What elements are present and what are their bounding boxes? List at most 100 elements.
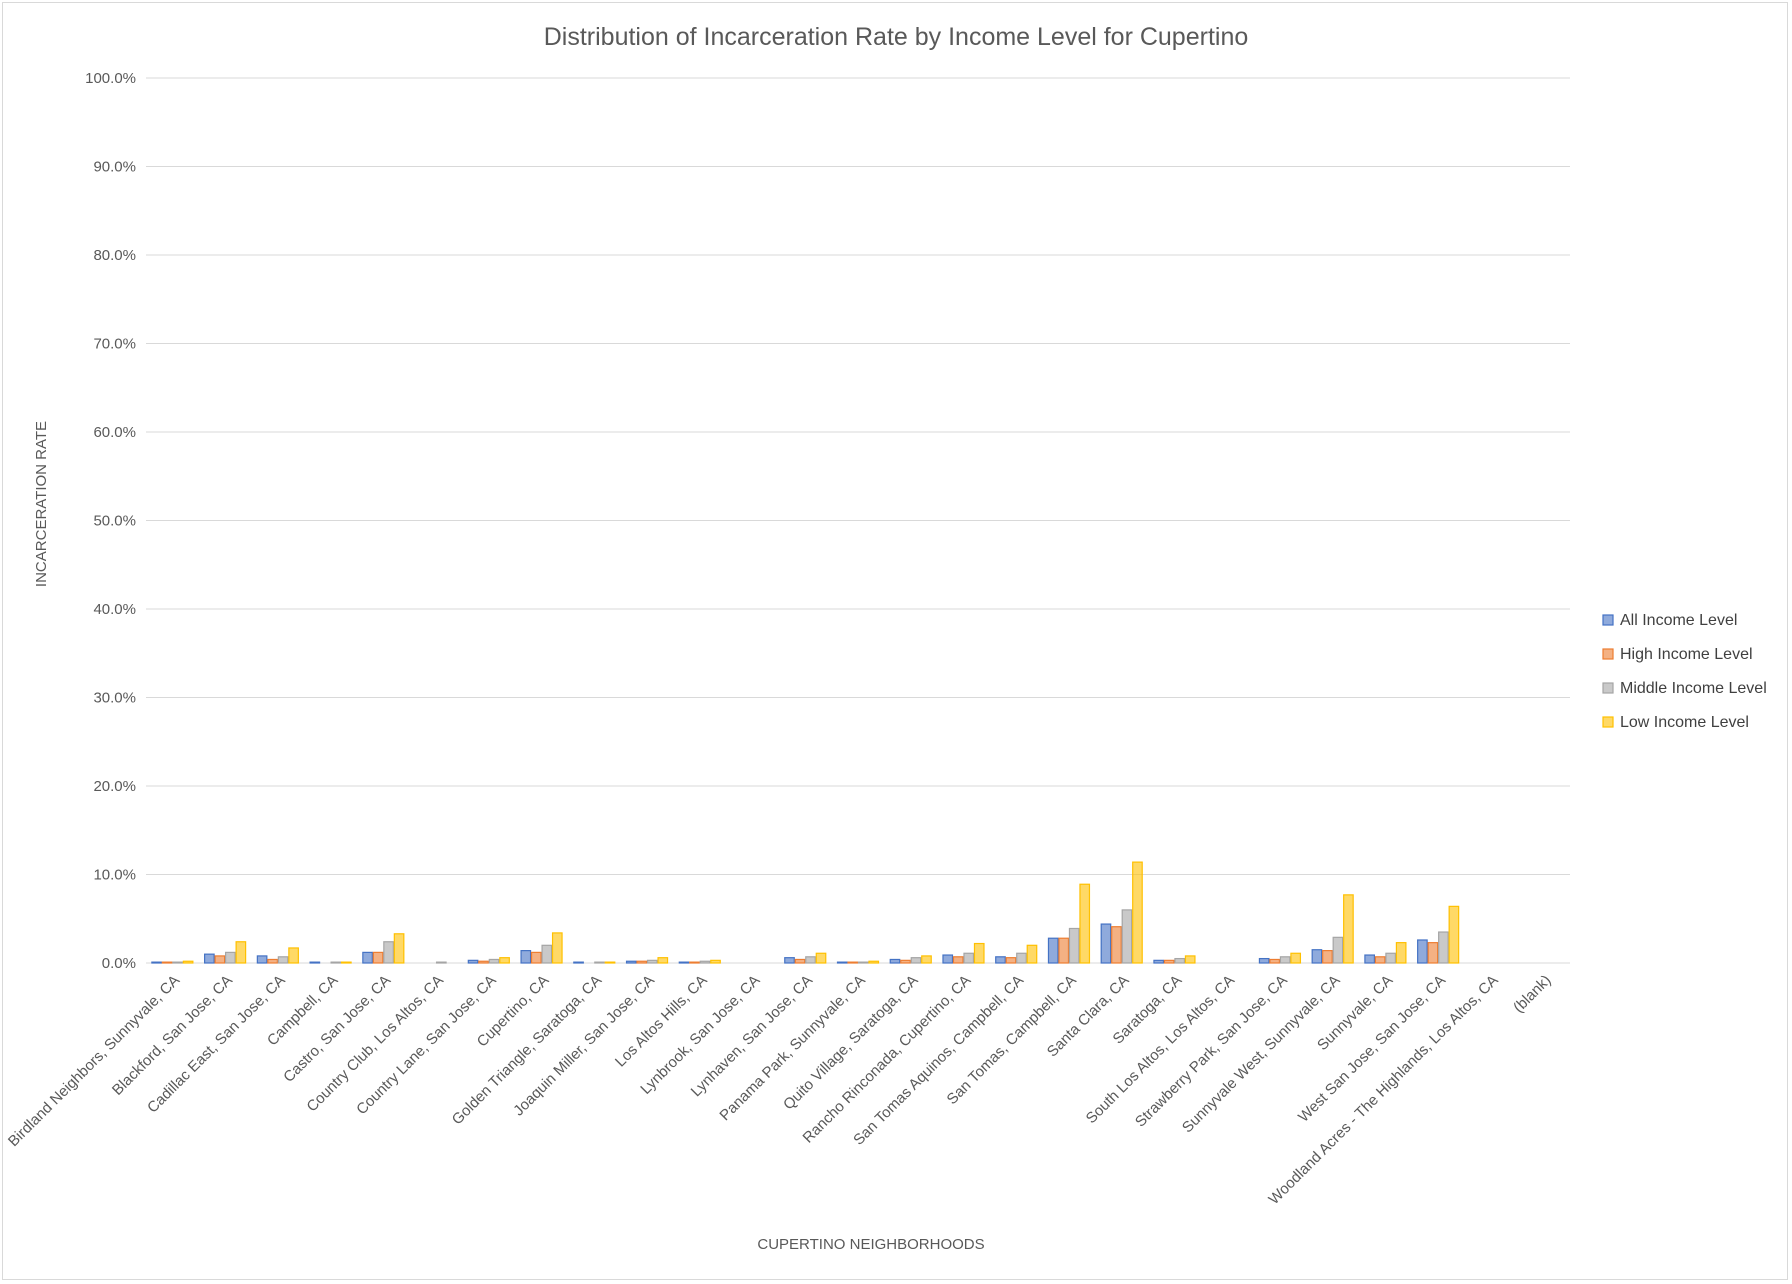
bar-middle-income-level: [435, 961, 447, 964]
bar-middle-income-level: [277, 956, 289, 964]
bar-all-income-level: [836, 961, 848, 964]
bar-high-income-level: [900, 959, 911, 964]
x-axis-title: CUPERTINO NEIGHBORHOODS: [757, 1236, 984, 1253]
y-tick-label: 60.0%: [93, 424, 136, 441]
bar-middle-income-level: [963, 952, 975, 964]
bar-low-income-level: [815, 952, 827, 964]
legend-label: All Income Level: [1620, 612, 1737, 629]
legend-label: High Income Level: [1620, 646, 1753, 663]
bar-middle-income-level: [488, 958, 500, 964]
bar-all-income-level: [1258, 957, 1270, 964]
bar-low-income-level: [1395, 942, 1407, 964]
y-tick-label: 100.0%: [85, 70, 136, 87]
bar-low-income-level: [710, 959, 721, 964]
bar-high-income-level: [372, 951, 384, 964]
bar-low-income-level: [1026, 944, 1038, 964]
bar-all-income-level: [256, 955, 268, 964]
bar-middle-income-level: [1068, 927, 1080, 964]
y-tick-label: 40.0%: [93, 601, 136, 618]
bar-high-income-level: [847, 961, 859, 964]
bar-low-income-level: [604, 961, 616, 964]
bar-high-income-level: [636, 960, 648, 964]
bar-low-income-level: [657, 957, 669, 964]
bar-all-income-level: [520, 950, 532, 964]
bar-all-income-level: [889, 958, 901, 964]
bar-high-income-level: [478, 960, 489, 964]
bar-high-income-level: [689, 961, 700, 964]
bar-middle-income-level: [172, 961, 183, 964]
bar-middle-income-level: [1438, 931, 1449, 964]
bar-chart: Distribution of Incarceration Rate by In…: [5, 23, 1767, 1253]
bar-low-income-level: [393, 933, 405, 964]
bar-all-income-level: [573, 961, 584, 964]
bar-middle-income-level: [1121, 909, 1133, 964]
bar-high-income-level: [1005, 957, 1017, 964]
y-tick-label: 20.0%: [93, 778, 136, 795]
bar-low-income-level: [973, 942, 985, 964]
bar-all-income-level: [1311, 949, 1323, 964]
bar-high-income-level: [1427, 942, 1439, 964]
bar-middle-income-level: [594, 961, 605, 964]
bar-all-income-level: [1364, 954, 1376, 964]
bar-middle-income-level: [1174, 957, 1186, 964]
bar-middle-income-level: [646, 959, 658, 964]
y-tick-label: 50.0%: [93, 513, 136, 530]
bar-high-income-level: [952, 956, 964, 964]
bar-middle-income-level: [1332, 936, 1344, 964]
bar-middle-income-level: [330, 961, 342, 964]
bar-middle-income-level: [699, 960, 711, 964]
bar-low-income-level: [235, 941, 247, 964]
legend-swatch: [1602, 614, 1614, 626]
bar-all-income-level: [625, 960, 637, 964]
bar-high-income-level: [794, 958, 806, 964]
bar-middle-income-level: [1279, 956, 1291, 964]
bar-middle-income-level: [910, 957, 922, 964]
bar-high-income-level: [530, 951, 542, 964]
bars: [151, 861, 1460, 964]
y-tick-label: 10.0%: [93, 867, 136, 884]
y-tick-label: 30.0%: [93, 690, 136, 707]
y-tick-label: 90.0%: [93, 159, 136, 176]
bar-high-income-level: [1322, 950, 1333, 964]
bar-all-income-level: [1047, 937, 1059, 964]
bar-middle-income-level: [857, 961, 869, 964]
bar-all-income-level: [678, 961, 690, 964]
bar-all-income-level: [204, 953, 215, 964]
bar-all-income-level: [467, 959, 479, 964]
bar-high-income-level: [214, 955, 226, 964]
bar-all-income-level: [362, 951, 373, 964]
bar-all-income-level: [309, 961, 321, 964]
y-axis-ticks: 0.0% 10.0% 20.0% 30.0% 40.0% 50.0% 60.0% 70.0% 8…: [85, 70, 136, 972]
bar-all-income-level: [1100, 923, 1112, 964]
bar-all-income-level: [1153, 959, 1165, 964]
bar-high-income-level: [1374, 956, 1386, 964]
bar-low-income-level: [340, 961, 352, 964]
bar-high-income-level: [161, 961, 173, 964]
bar-all-income-level: [784, 957, 795, 964]
bar-all-income-level: [942, 954, 954, 964]
x-axis-ticks: Birdland Neighbors, Sunnyvale, CABlackfo…: [5, 972, 1555, 1208]
legend-swatch: [1602, 716, 1614, 728]
legend: All Income Level High Income Level Middle …: [1602, 612, 1767, 731]
bar-low-income-level: [288, 947, 299, 964]
bar-middle-income-level: [225, 951, 236, 964]
gridlines: [146, 77, 1570, 964]
bar-low-income-level: [1079, 883, 1091, 964]
bar-all-income-level: [151, 961, 162, 964]
bar-low-income-level: [1343, 894, 1354, 964]
bar-low-income-level: [1132, 861, 1143, 964]
x-tick-label: (blank): [1510, 972, 1554, 1016]
y-tick-label: 0.0%: [102, 955, 136, 972]
y-tick-label: 80.0%: [93, 247, 136, 264]
bar-high-income-level: [267, 958, 278, 964]
bar-low-income-level: [499, 957, 510, 964]
legend-label: Low Income Level: [1620, 714, 1749, 731]
bar-high-income-level: [1058, 937, 1070, 964]
bar-high-income-level: [1269, 958, 1281, 964]
bar-middle-income-level: [805, 956, 816, 964]
bar-low-income-level: [921, 955, 932, 964]
x-tick-label: Los Altos Hills, CA: [612, 972, 711, 1071]
bar-middle-income-level: [1016, 952, 1027, 964]
bar-low-income-level: [182, 960, 194, 964]
